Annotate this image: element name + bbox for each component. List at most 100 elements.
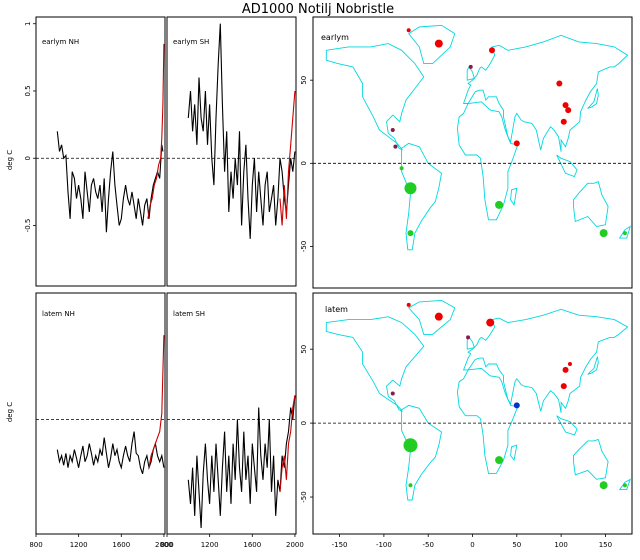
proxy-site-marker <box>468 64 473 69</box>
panel-map-latem-frame <box>312 292 633 535</box>
series-line-1 <box>279 395 296 492</box>
panel-map-latem-label: latem <box>325 305 348 314</box>
coastline <box>401 142 442 251</box>
proxy-site-marker <box>513 140 520 147</box>
x-tick-label: 1600 <box>243 541 261 549</box>
proxy-site-marker <box>466 335 471 340</box>
x-tick-label: 1200 <box>70 541 88 549</box>
proxy-site-marker <box>403 438 418 453</box>
proxy-site-marker <box>622 231 627 236</box>
lon-tick-label: 0 <box>470 541 474 549</box>
coastline <box>587 356 599 375</box>
coastline <box>510 444 518 462</box>
y-tick-label: 0 <box>24 156 32 160</box>
panel-map-earlym-frame <box>312 16 633 289</box>
proxy-site-marker <box>556 80 563 87</box>
proxy-site-marker <box>434 312 443 321</box>
proxy-site-marker <box>434 39 443 48</box>
panel-latem-sh: 800 1200 1600 2000 <box>160 395 304 549</box>
y-tick-label: -0.5 <box>24 219 32 233</box>
proxy-site-marker <box>390 391 395 396</box>
lat-tick-label: 0 <box>300 161 308 165</box>
proxy-site-marker <box>406 302 411 307</box>
proxy-site-marker <box>399 166 404 171</box>
panel-earlym-sh <box>167 23 296 239</box>
series-line-1 <box>148 335 165 468</box>
proxy-site-marker <box>488 47 495 54</box>
proxy-site-marker <box>567 361 572 366</box>
lon-tick-label: 50 <box>512 541 521 549</box>
x-tick-label: 2000 <box>155 541 173 549</box>
lon-tick-label: -100 <box>376 541 392 549</box>
figure-title: AD1000 Notilj Nobristle <box>242 2 394 17</box>
proxy-site-marker <box>562 366 569 373</box>
lon-tick-label: -150 <box>332 541 348 549</box>
proxy-site-marker <box>599 481 608 490</box>
proxy-site-marker <box>404 182 417 195</box>
coastline <box>325 43 425 151</box>
proxy-site-marker <box>407 230 414 237</box>
x-tick-label: 800 <box>29 541 42 549</box>
coastline <box>587 88 599 109</box>
coastline <box>456 101 519 221</box>
coastline <box>401 404 443 501</box>
series-line-1 <box>147 43 165 219</box>
y-tick-label: 1 <box>24 21 32 25</box>
coastline <box>510 187 518 207</box>
panel-latem-nh-label: latem NH <box>42 310 75 318</box>
map-layer: -50 0 50 -50 0 50 -150 -100 -50 0 50 100 150 <box>300 24 632 549</box>
panel-earlym-nh-label: earlym NH <box>42 38 79 46</box>
proxy-site-marker <box>408 483 413 488</box>
x-tick-label: 1200 <box>201 541 219 549</box>
panel-latem-nh-frame <box>35 292 166 535</box>
series-line-0 <box>56 131 164 233</box>
lon-tick-label: -50 <box>422 541 433 549</box>
proxy-site-marker <box>393 144 398 149</box>
proxy-site-marker <box>560 118 567 125</box>
coastline <box>408 24 456 65</box>
lon-tick-label: 150 <box>599 541 612 549</box>
panel-earlym-sh-label: earlym SH <box>173 38 209 46</box>
coastline <box>573 438 609 480</box>
panel-latem-sh-label: latem SH <box>173 310 205 318</box>
lat-tick-label: 0 <box>300 421 308 425</box>
x-tick-label: 2000 <box>286 541 304 549</box>
coastline <box>466 336 475 350</box>
proxy-site-marker <box>622 483 627 488</box>
proxy-site-marker <box>565 107 572 114</box>
series-line-0 <box>187 395 296 529</box>
proxy-site-marker <box>406 28 411 33</box>
x-tick-label: 1600 <box>112 541 130 549</box>
ylabel-bottom: deg C <box>6 402 14 422</box>
lat-tick-label: -50 <box>300 491 308 502</box>
x-tick-label: 800 <box>160 541 173 549</box>
map-earlym: -50 0 50 <box>300 24 632 252</box>
proxy-site-marker <box>495 456 504 465</box>
coastline <box>325 316 425 412</box>
panel-latem-sh-frame <box>166 292 297 535</box>
coastline <box>556 154 578 178</box>
panel-earlym-sh-frame <box>166 16 297 287</box>
y-tick-label: 0.5 <box>24 85 32 96</box>
lat-tick-label: 50 <box>300 76 308 85</box>
ylabel-top: deg C <box>6 150 14 170</box>
coastline <box>462 308 629 413</box>
proxy-site-marker <box>560 383 567 390</box>
coastline <box>407 299 456 335</box>
map-latem: -50 0 50 -150 -100 -50 0 50 100 150 <box>300 299 632 549</box>
series-line-1 <box>279 90 296 226</box>
coastline <box>466 66 475 81</box>
coastline <box>462 34 629 152</box>
coastline <box>573 181 609 227</box>
lat-tick-label: 50 <box>300 345 308 354</box>
proxy-site-marker <box>495 200 504 209</box>
series-line-0 <box>56 431 165 474</box>
panel-latem-nh: 800 1200 1600 2000 <box>29 335 173 549</box>
proxy-site-marker <box>486 318 495 327</box>
series-line-0 <box>187 23 296 239</box>
proxy-site-marker <box>390 128 395 133</box>
proxy-site-marker <box>562 102 569 109</box>
coastline <box>456 367 519 474</box>
